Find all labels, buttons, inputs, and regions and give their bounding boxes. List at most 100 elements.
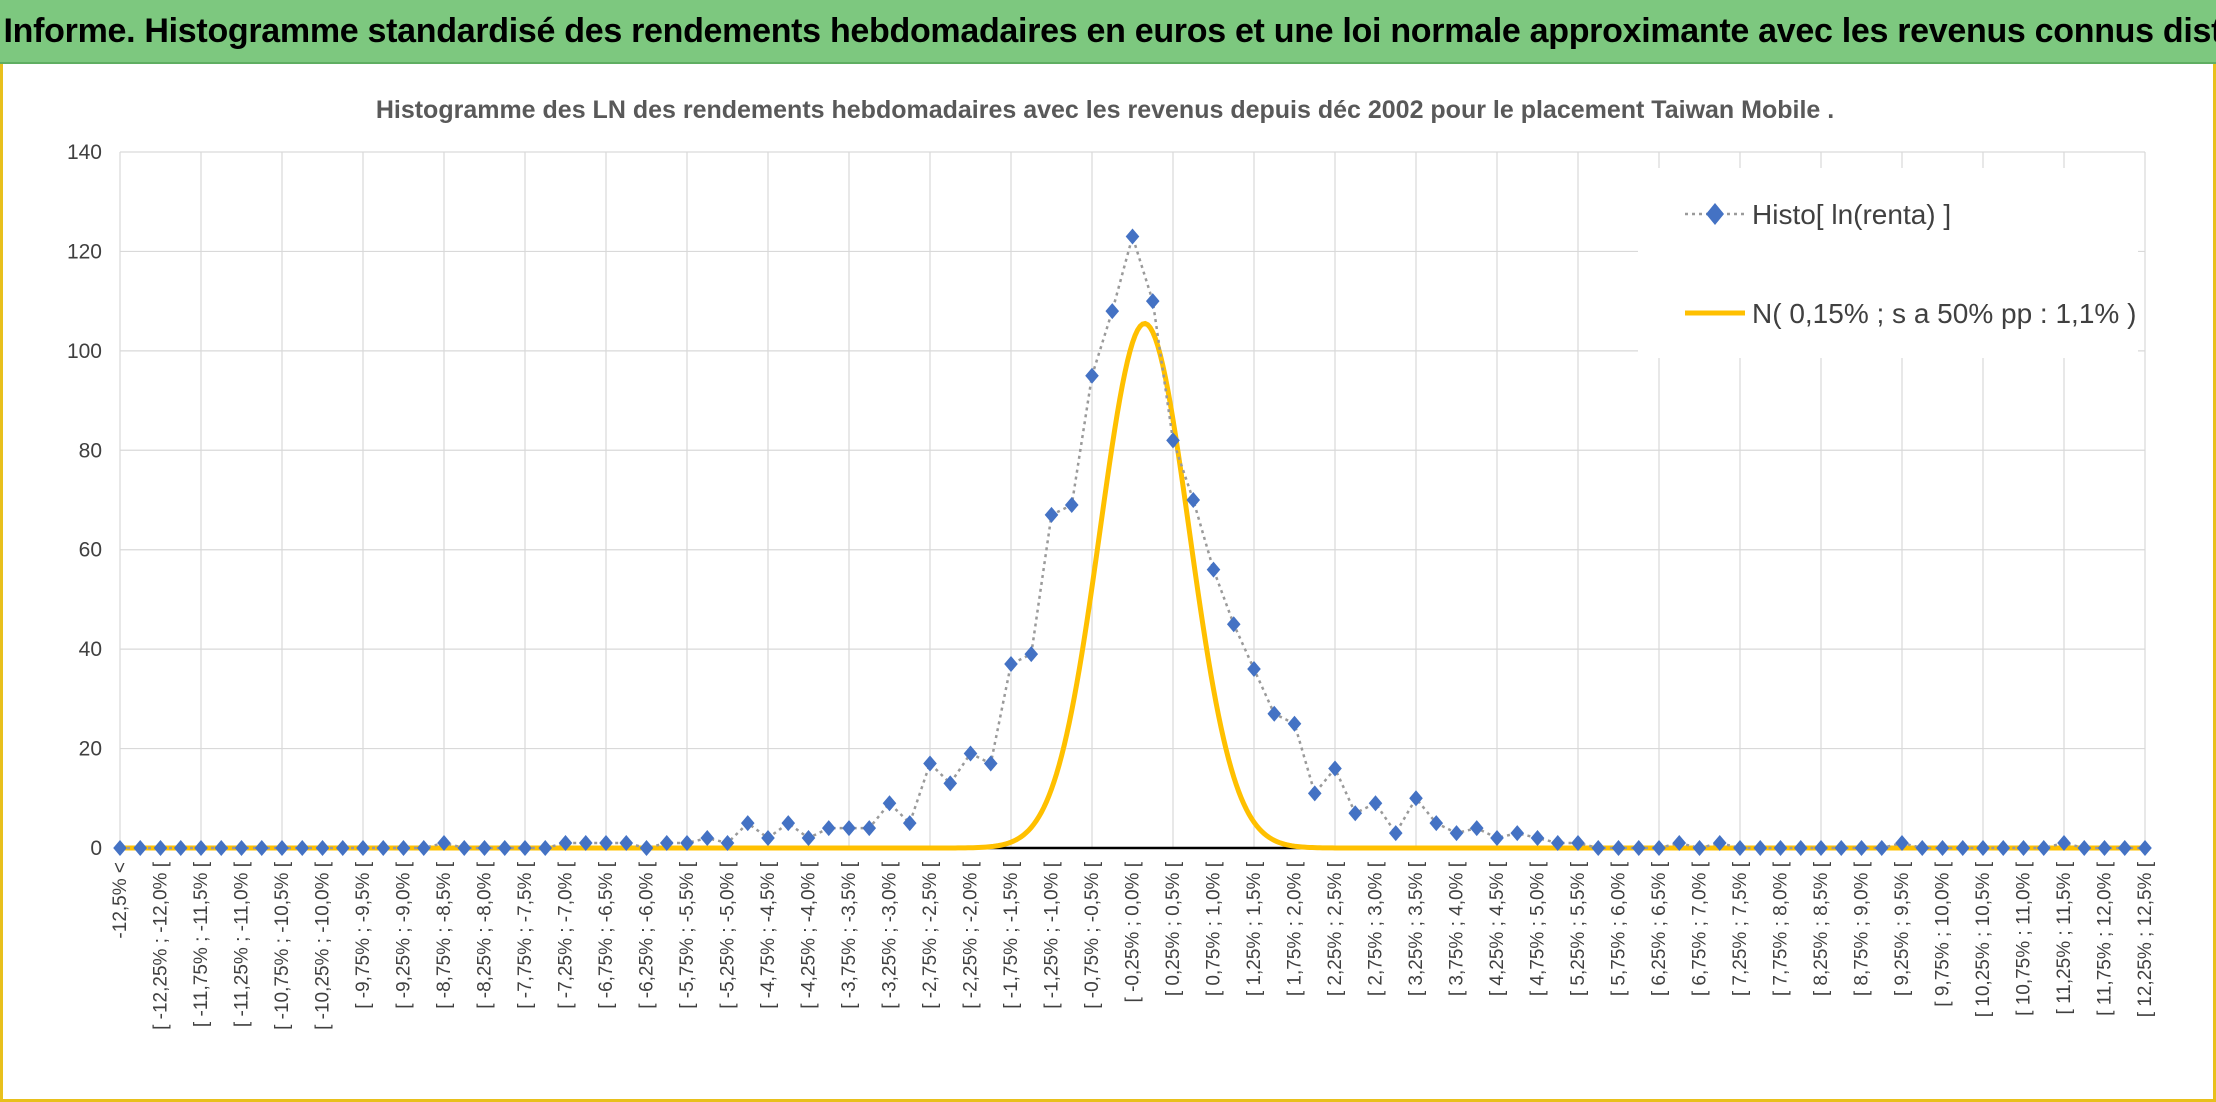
histo-point [1004,656,1018,673]
histo-point [720,835,735,852]
histo-point [1226,616,1241,633]
report-banner: ADAM Informe. Histogramme standardisé de… [0,0,2216,64]
x-tick-label: [ 4,75% ; 5,0% [ [1528,861,1549,996]
histo-point [639,840,654,856]
histo-point [1044,506,1059,523]
histo-point [1915,840,1930,856]
histo-point [2036,840,2051,856]
histo-point [1550,835,1565,852]
histo-point [1368,795,1383,812]
histo-point [1064,496,1079,513]
histo-point [1611,840,1626,856]
x-tick-label: [ -3,75% ; -3,5% [ [839,861,860,1009]
histo-point [416,840,431,856]
x-tick-label: [ 5,75% ; 6,0% [ [1609,861,1630,996]
histo-point [1388,825,1403,842]
histo-point [1125,228,1140,245]
histo-point [234,840,249,856]
x-tick-label: [ 1,25% ; 1,5% [ [1244,861,1265,996]
x-tick-label: -12,5% < [110,862,131,939]
histo-point [173,840,188,856]
histo-point [1733,840,1747,856]
histo-point [153,840,168,856]
x-tick-label: [ 7,25% ; 7,5% [ [1730,861,1751,996]
histo-point [821,820,836,837]
histo-point [1591,840,1606,856]
y-tick-label: 40 [79,638,102,661]
histo-point [2138,840,2152,856]
x-tick-label: [ -1,25% ; -1,0% [ [1042,861,1063,1009]
histo-point [2057,835,2071,852]
x-tick-label: [ -9,75% ; -9,5% [ [353,861,374,1009]
histo-point [599,835,613,852]
x-tick-label: [ 5,25% ; 5,5% [ [1568,861,1589,996]
histo-point [1267,705,1282,722]
histo-point [963,745,978,762]
histo-point [2117,840,2132,856]
x-tick-label: [ 8,25% ; 8,5% [ [1811,861,1832,996]
x-tick-label: [ -10,25% ; -10,0% [ [313,861,334,1030]
legend-histo-label: Histo[ ln(renta) ] [1752,199,1951,230]
x-tick-label: [ 2,75% ; 3,0% [ [1366,861,1387,996]
histo-point [882,795,897,812]
histo-point [1429,815,1444,832]
x-tick-label: [ 8,75% ; 9,0% [ [1852,861,1873,996]
histo-point [943,775,958,792]
y-tick-label: 120 [67,240,102,263]
x-tick-label: [ -11,75% ; -11,5% [ [191,861,212,1027]
normal-curve-line [120,320,2145,851]
histo-point [1571,835,1585,852]
x-tick-label: [ 3,25% ; 3,5% [ [1406,861,1427,996]
x-tick-label: [ -0,75% ; -0,5% [ [1082,861,1103,1009]
histo-point [983,755,998,772]
histo-point [1935,840,1950,856]
histo-point [1449,825,1464,842]
x-tick-label: [ -10,75% ; -10,5% [ [272,861,293,1030]
x-tick-label: [ 11,75% ; 12,0% [ [2095,861,2116,1016]
report-title: ADAM Informe. Histogramme standardisé de… [0,11,2216,50]
histo-point [680,835,694,852]
histo-point [1854,840,1869,856]
histo-point [801,830,816,847]
x-tick-label: [ 6,25% ; 6,5% [ [1649,861,1670,996]
chart-title: Histogramme des LN des rendements hebdom… [376,96,1834,124]
x-tick-label: [ -6,25% ; -6,0% [ [637,861,658,1009]
histo-point [659,835,674,852]
histo-point [194,840,208,856]
y-axis: 0 20 40 60 80 100 120 140 [67,141,102,860]
y-tick-label: 0 [90,837,102,860]
histo-point [781,815,796,832]
histo-point [335,840,350,856]
histo-point [1955,840,1970,856]
histo-point [1834,840,1849,856]
histo-point [1793,840,1808,856]
x-tick-label: [ 0,25% ; 0,5% [ [1163,861,1184,996]
x-tick-label: [ -2,75% ; -2,5% [ [920,861,941,1009]
histo-point [477,840,492,856]
histo-point [295,840,310,856]
x-tick-label: [ 10,25% ; 10,5% [ [1973,861,1994,1017]
y-tick-label: 60 [79,539,102,562]
histo-point [1348,805,1363,822]
histo-point [1186,492,1201,508]
histo-point [578,835,593,852]
histo-point [1328,760,1342,777]
histo-point [1307,785,1322,802]
histo-point [315,840,330,856]
y-tick-label: 140 [67,141,102,164]
histo-point [396,840,411,856]
histo-point [538,840,553,856]
histo-point [1469,820,1484,837]
histo-point [1773,840,1788,856]
y-tick-label: 80 [79,439,102,462]
x-tick-label: [ -8,75% ; -8,5% [ [434,861,455,1009]
x-tick-label: [ -8,25% ; -8,0% [ [475,861,496,1009]
histo-point [1247,661,1261,678]
histo-point [1652,840,1666,856]
histo-point [214,840,229,856]
histo-point [1510,825,1525,842]
x-tick-label: [ -4,25% ; -4,0% [ [799,861,820,1009]
histo-point [1814,840,1828,856]
histo-point [1206,561,1221,578]
